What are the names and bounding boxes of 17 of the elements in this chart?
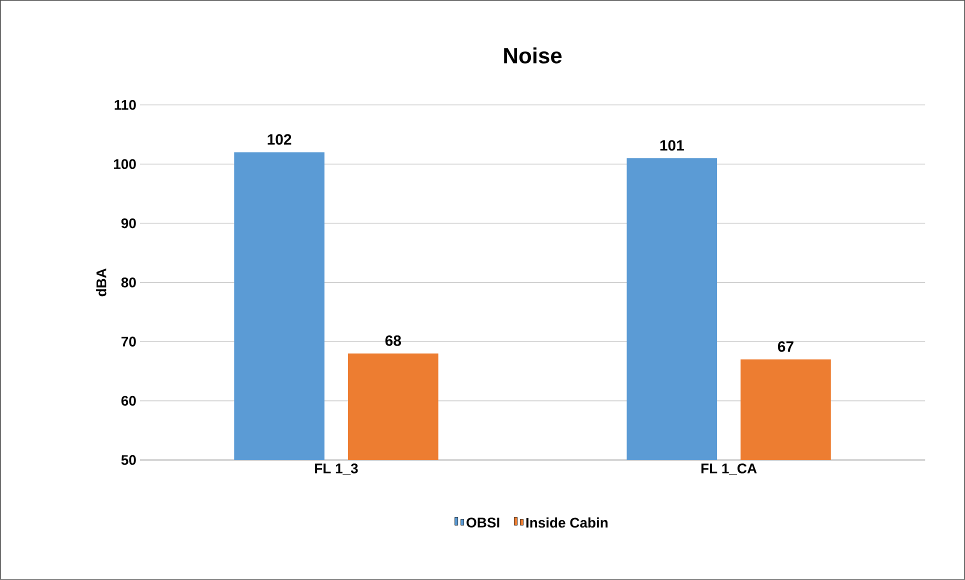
y-tick-label: 70 [121, 336, 136, 347]
x-tick-label: FL 1_3 [315, 464, 358, 475]
data-label: 102 [268, 134, 292, 145]
data-label: 101 [660, 140, 684, 151]
y-tick-label: 80 [121, 278, 136, 288]
data-label: 68 [385, 335, 401, 346]
y-tick-label: 110 [114, 100, 136, 110]
y-tick-label: 90 [121, 218, 136, 228]
y-axis-title: dBA [96, 268, 106, 296]
legend-label: OBSI [466, 518, 500, 528]
x-tick-label: FL 1_CA [701, 464, 757, 475]
data-label: 67 [778, 341, 794, 352]
y-tick-label: 50 [121, 455, 136, 465]
legend-label: Inside Cabin [526, 517, 608, 528]
y-tick-label: 100 [114, 159, 136, 170]
y-tick-label: 60 [121, 396, 136, 406]
chart-title: Noise [504, 47, 562, 64]
